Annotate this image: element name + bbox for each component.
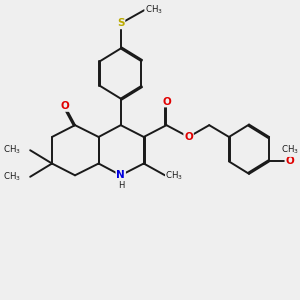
Text: O: O (184, 132, 193, 142)
Text: CH$_3$: CH$_3$ (281, 144, 299, 157)
Text: H: H (118, 182, 124, 190)
Text: CH$_3$: CH$_3$ (166, 169, 183, 182)
Text: O: O (162, 97, 171, 106)
Text: CH$_3$: CH$_3$ (145, 4, 163, 16)
Text: N: N (116, 170, 125, 180)
Text: S: S (117, 18, 124, 28)
Text: O: O (285, 156, 294, 167)
Text: O: O (60, 101, 69, 111)
Text: CH$_3$: CH$_3$ (3, 170, 21, 183)
Text: CH$_3$: CH$_3$ (3, 144, 21, 157)
